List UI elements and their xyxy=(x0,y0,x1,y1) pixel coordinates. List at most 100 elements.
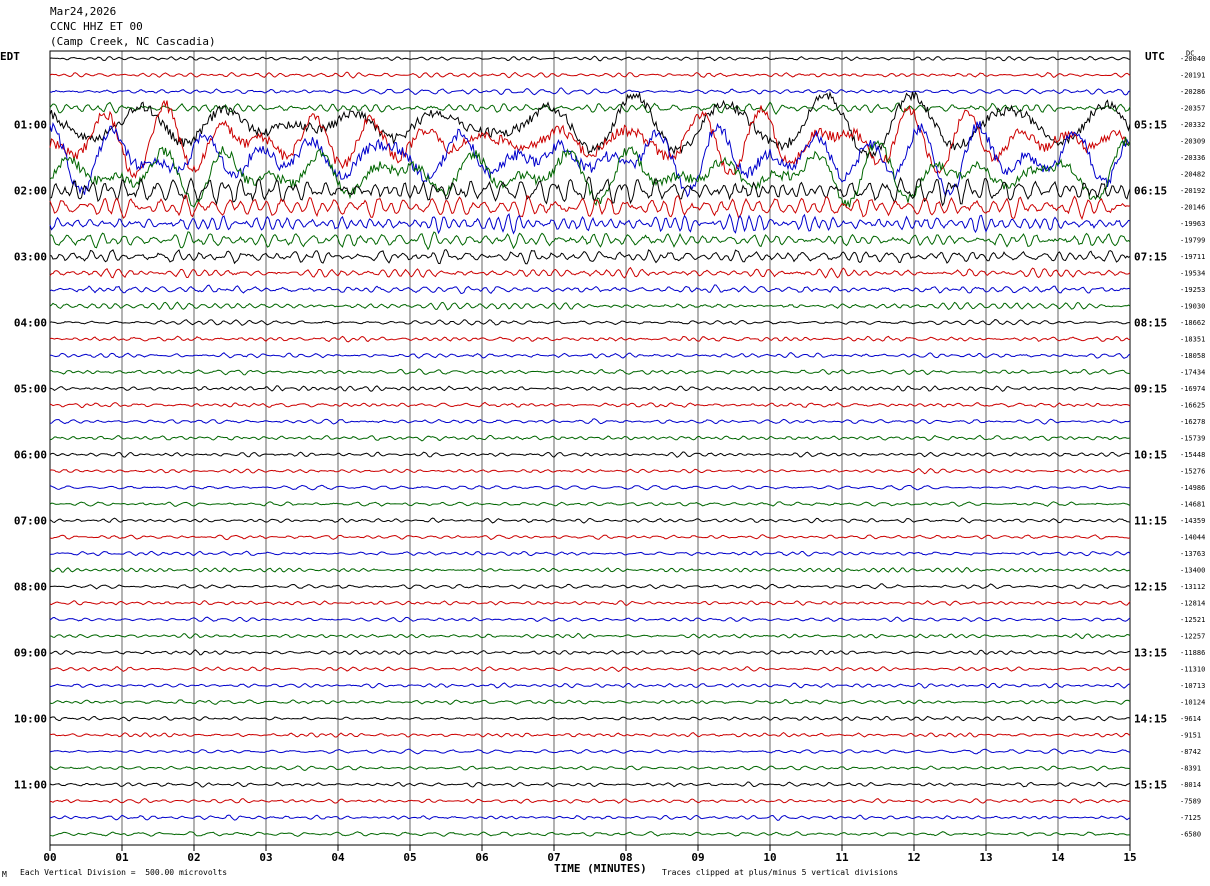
seismic-trace xyxy=(49,99,1131,179)
trace-offset-label: -19253 xyxy=(1180,286,1205,294)
clip-note: Traces clipped at plus/minus 5 vertical … xyxy=(662,868,899,877)
seismic-trace xyxy=(49,213,1131,235)
seismic-trace xyxy=(49,176,1131,207)
trace-offset-label: -16625 xyxy=(1180,402,1205,410)
x-tick-label: 06 xyxy=(475,851,489,864)
trace-offset-label: -14359 xyxy=(1180,517,1205,525)
trace-offset-label: -20482 xyxy=(1180,171,1205,179)
seismic-trace xyxy=(49,699,1131,705)
trace-offset-label: -14044 xyxy=(1180,534,1205,542)
right-hour-label: 11:15 xyxy=(1134,515,1167,528)
left-hour-label: 06:00 xyxy=(14,449,47,462)
trace-offset-label: -7125 xyxy=(1180,814,1201,822)
trace-offset-label: -7589 xyxy=(1180,798,1201,806)
channel-label: CCNC HHZ ET 00 xyxy=(50,20,143,33)
x-tick-label: 14 xyxy=(1051,851,1065,864)
right-hour-label: 07:15 xyxy=(1134,251,1167,264)
seismic-trace xyxy=(49,434,1131,442)
trace-offset-label: -13400 xyxy=(1180,567,1205,575)
trace-offset-label: -20336 xyxy=(1180,154,1205,162)
trace-offset-label: -19711 xyxy=(1180,253,1205,261)
seismic-trace xyxy=(49,451,1131,458)
trace-offset-label: -12814 xyxy=(1180,600,1205,608)
x-tick-label: 02 xyxy=(187,851,200,864)
x-tick-label: 01 xyxy=(115,851,129,864)
trace-offset-label: -16278 xyxy=(1180,418,1205,426)
trace-offset-label: -18662 xyxy=(1180,319,1205,327)
x-tick-label: 12 xyxy=(907,851,920,864)
x-tick-label: 09 xyxy=(691,851,704,864)
trace-offset-label: -20332 xyxy=(1180,121,1205,129)
left-hour-label: 04:00 xyxy=(14,317,47,330)
seismic-trace xyxy=(49,765,1131,772)
trace-offset-label: -13112 xyxy=(1180,583,1205,591)
trace-offset-label: -8742 xyxy=(1180,748,1201,756)
seismic-trace xyxy=(49,501,1131,507)
seismic-trace xyxy=(49,418,1131,425)
left-hour-label: 10:00 xyxy=(14,713,47,726)
seismic-trace xyxy=(49,831,1130,837)
x-tick-label: 10 xyxy=(763,851,776,864)
seismic-trace xyxy=(49,55,1131,62)
seismic-trace xyxy=(49,666,1131,673)
trace-offset-label: -18351 xyxy=(1180,336,1205,344)
seismic-trace xyxy=(49,301,1131,311)
left-hour-label: 02:00 xyxy=(14,185,47,198)
left-hour-label: 07:00 xyxy=(14,515,47,528)
seismic-trace xyxy=(49,781,1131,788)
trace-offset-label: -20040 xyxy=(1180,55,1205,63)
seismic-trace xyxy=(49,517,1131,524)
trace-offset-label: -10713 xyxy=(1180,682,1205,690)
right-hour-label: 13:15 xyxy=(1134,647,1167,660)
seismic-trace xyxy=(49,550,1131,557)
trace-offset-label: -19799 xyxy=(1180,237,1205,245)
seismic-trace xyxy=(49,798,1131,804)
x-tick-label: 15 xyxy=(1123,851,1136,864)
left-hour-label: 03:00 xyxy=(14,251,47,264)
right-hour-label: 09:15 xyxy=(1134,383,1167,396)
trace-offset-label: -14986 xyxy=(1180,484,1205,492)
corner-mark: M xyxy=(2,870,7,879)
seismic-trace xyxy=(49,87,1131,96)
trace-offset-label: -8014 xyxy=(1180,781,1201,789)
seismic-trace xyxy=(49,335,1131,343)
trace-offset-label: -18058 xyxy=(1180,352,1205,360)
trace-offset-label: -6580 xyxy=(1180,831,1201,839)
plot-frame xyxy=(49,50,1131,846)
right-hour-label: 12:15 xyxy=(1134,581,1167,594)
seismic-trace xyxy=(49,616,1131,623)
seismic-trace xyxy=(49,467,1131,475)
seismic-trace xyxy=(49,715,1131,722)
trace-offset-label: -12257 xyxy=(1180,633,1205,641)
trace-offset-label: -12521 xyxy=(1180,616,1205,624)
right-hour-label: 15:15 xyxy=(1134,779,1167,792)
trace-offset-label: -10124 xyxy=(1180,699,1205,707)
x-tick-label: 05 xyxy=(403,851,416,864)
x-axis-title: TIME (MINUTES) xyxy=(554,862,647,875)
trace-offset-label: -9151 xyxy=(1180,732,1201,740)
seismic-trace xyxy=(49,484,1130,491)
seismic-trace xyxy=(49,231,1131,251)
seismic-trace xyxy=(49,90,1131,160)
trace-offset-label: -19030 xyxy=(1180,303,1205,311)
seismic-trace xyxy=(50,352,1131,359)
left-hour-label: 01:00 xyxy=(14,119,47,132)
seismic-trace xyxy=(49,748,1131,755)
trace-offset-label: -19534 xyxy=(1180,270,1205,278)
seismic-trace xyxy=(49,632,1131,640)
seismic-trace xyxy=(49,136,1131,208)
left-timezone-label: EDT xyxy=(0,50,20,63)
seismic-trace xyxy=(49,319,1130,326)
x-tick-label: 00 xyxy=(43,851,56,864)
seismic-trace xyxy=(49,534,1131,541)
seismic-trace xyxy=(49,401,1131,409)
seismic-trace xyxy=(49,583,1131,590)
seismic-trace xyxy=(49,567,1131,573)
seismic-trace xyxy=(49,194,1131,221)
trace-offset-label: -19963 xyxy=(1180,220,1205,228)
scale-note: Each Vertical Division = 500.00 microvol… xyxy=(20,868,228,877)
right-hour-label: 05:15 xyxy=(1134,119,1167,132)
trace-offset-label: -9614 xyxy=(1180,715,1201,723)
date-label: Mar24,2026 xyxy=(50,5,117,18)
right-hour-label: 08:15 xyxy=(1134,317,1167,330)
